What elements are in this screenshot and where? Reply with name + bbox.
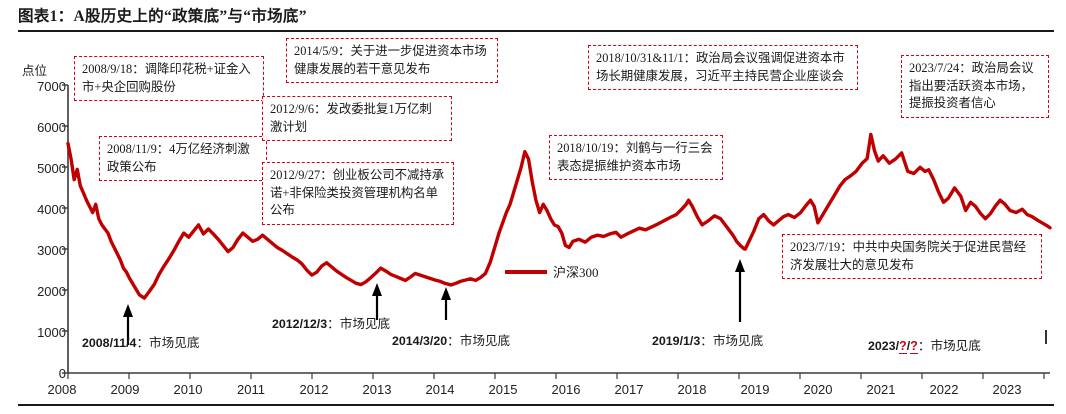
y-tick-3000: 3000 bbox=[37, 243, 66, 258]
market-bottom-date-sep-2023: / bbox=[906, 339, 911, 353]
x-tick-2022: 2022 bbox=[929, 382, 959, 397]
annotation-2018-10-19: 2018/10/19：刘鹤与一行三会表态提振维护资本市场 bbox=[549, 135, 723, 181]
page-title: 图表1：A股历史上的“政策底”与“市场底” bbox=[18, 8, 307, 25]
x-tick-2014: 2014 bbox=[425, 382, 455, 397]
x-tick-2017: 2017 bbox=[614, 382, 644, 397]
annotation-2023-07-19: 2023/7/19：中共中央国务院关于促进民营经济发展壮大的意见发布 bbox=[782, 234, 1042, 280]
y-tick-4000: 4000 bbox=[37, 202, 66, 217]
market-bottom-date-2012: 2012/12/3 bbox=[272, 317, 328, 331]
annotation-2012-09-27: 2012/9/27：创业板公司不减持承诺+非保险类投资管理机构名单公布 bbox=[262, 162, 454, 225]
market-bottom-arrows bbox=[123, 259, 1047, 345]
market-bottom-text-2012: ：市场见底 bbox=[327, 317, 391, 331]
market-bottom-date-2014: 2014/3/20 bbox=[392, 334, 448, 348]
y-axis-ticks bbox=[62, 84, 68, 374]
y-tick-7000: 7000 bbox=[37, 79, 66, 94]
annotation-2008-11-09: 2008/11/9：4万亿经济刺激政策公布 bbox=[99, 136, 267, 182]
y-tick-5000: 5000 bbox=[37, 161, 66, 176]
x-tick-2013: 2013 bbox=[362, 382, 392, 397]
market-bottom-text-2019: ：市场见底 bbox=[700, 334, 764, 348]
annotation-2012-09-06: 2012/9/6：发改委批复1万亿刺激计划 bbox=[262, 96, 452, 142]
series-line-hs300 bbox=[66, 132, 1052, 300]
legend-swatch-hs300 bbox=[505, 269, 547, 274]
market-bottom-date-2019: 2019/1/3 bbox=[652, 334, 701, 348]
arrow-2019-bottom bbox=[735, 259, 745, 322]
x-tick-2021: 2021 bbox=[866, 382, 896, 397]
bottom-divider bbox=[18, 404, 1054, 406]
market-bottom-label-2014: 2014/3/20：市场见底 bbox=[392, 330, 510, 349]
market-bottom-day-unknown: ? bbox=[910, 339, 918, 354]
annotation-2018-10-31: 2018/10/31&11/1：政治局会议强调促进资本市场长期健康发展，习近平主… bbox=[588, 45, 858, 91]
market-bottom-label-2023: 2023/?/?：市场见底 bbox=[868, 335, 981, 354]
market-bottom-label-2019: 2019/1/3：市场见底 bbox=[652, 330, 763, 349]
x-tick-2015: 2015 bbox=[488, 382, 518, 397]
title-divider bbox=[18, 30, 1054, 32]
annotation-2014-05-09: 2014/5/9：关于进一步促进资本市场健康发展的若干意见发布 bbox=[286, 38, 498, 84]
arrow-2008-bottom bbox=[123, 304, 133, 345]
arrow-2014-bottom bbox=[441, 287, 451, 320]
x-tick-2008: 2008 bbox=[47, 382, 77, 397]
x-tick-2016: 2016 bbox=[551, 382, 581, 397]
y-tick-2000: 2000 bbox=[37, 284, 66, 299]
legend-label-hs300: 沪深300 bbox=[553, 265, 599, 280]
x-axis-ticks bbox=[67, 373, 1045, 379]
x-tick-2009: 2009 bbox=[110, 382, 140, 397]
figure-title-bar: 图表1：A股历史上的“政策底”与“市场底” bbox=[18, 4, 1048, 34]
x-tick-2012: 2012 bbox=[299, 382, 329, 397]
x-tick-2020: 2020 bbox=[803, 382, 833, 397]
y-axis-unit-label: 点位 bbox=[22, 64, 48, 78]
arrow-2012-bottom bbox=[372, 283, 382, 320]
market-bottom-label-2012: 2012/12/3：市场见底 bbox=[272, 313, 390, 332]
market-bottom-label-2008: 2008/11/4：市场见底 bbox=[82, 332, 199, 351]
legend: 沪深300 bbox=[505, 262, 599, 281]
annotation-2023-07-24: 2023/7/24：政治局会议指出要活跃资本市场，提振投资者信心 bbox=[901, 55, 1049, 118]
annotation-2008-09-18: 2008/9/18：调降印花税+证金入市+央企回购股份 bbox=[74, 56, 264, 102]
x-tick-2018: 2018 bbox=[677, 382, 707, 397]
y-tick-1000: 1000 bbox=[37, 325, 66, 340]
market-bottom-date-prefix-2023: 2023/ bbox=[868, 339, 900, 353]
x-tick-2023: 2023 bbox=[992, 382, 1022, 397]
x-tick-2019: 2019 bbox=[740, 382, 770, 397]
market-bottom-date-2008: 2008/11/4 bbox=[82, 336, 137, 350]
market-bottom-text-2023: ：市场见底 bbox=[917, 339, 981, 353]
market-bottom-text-2014: ：市场见底 bbox=[447, 334, 511, 348]
x-tick-2011: 2011 bbox=[237, 382, 265, 397]
market-bottom-month-unknown: ? bbox=[899, 339, 907, 354]
market-bottom-text-2008: ：市场见底 bbox=[136, 336, 200, 350]
y-tick-6000: 6000 bbox=[37, 120, 66, 135]
x-tick-2010: 2010 bbox=[173, 382, 203, 397]
